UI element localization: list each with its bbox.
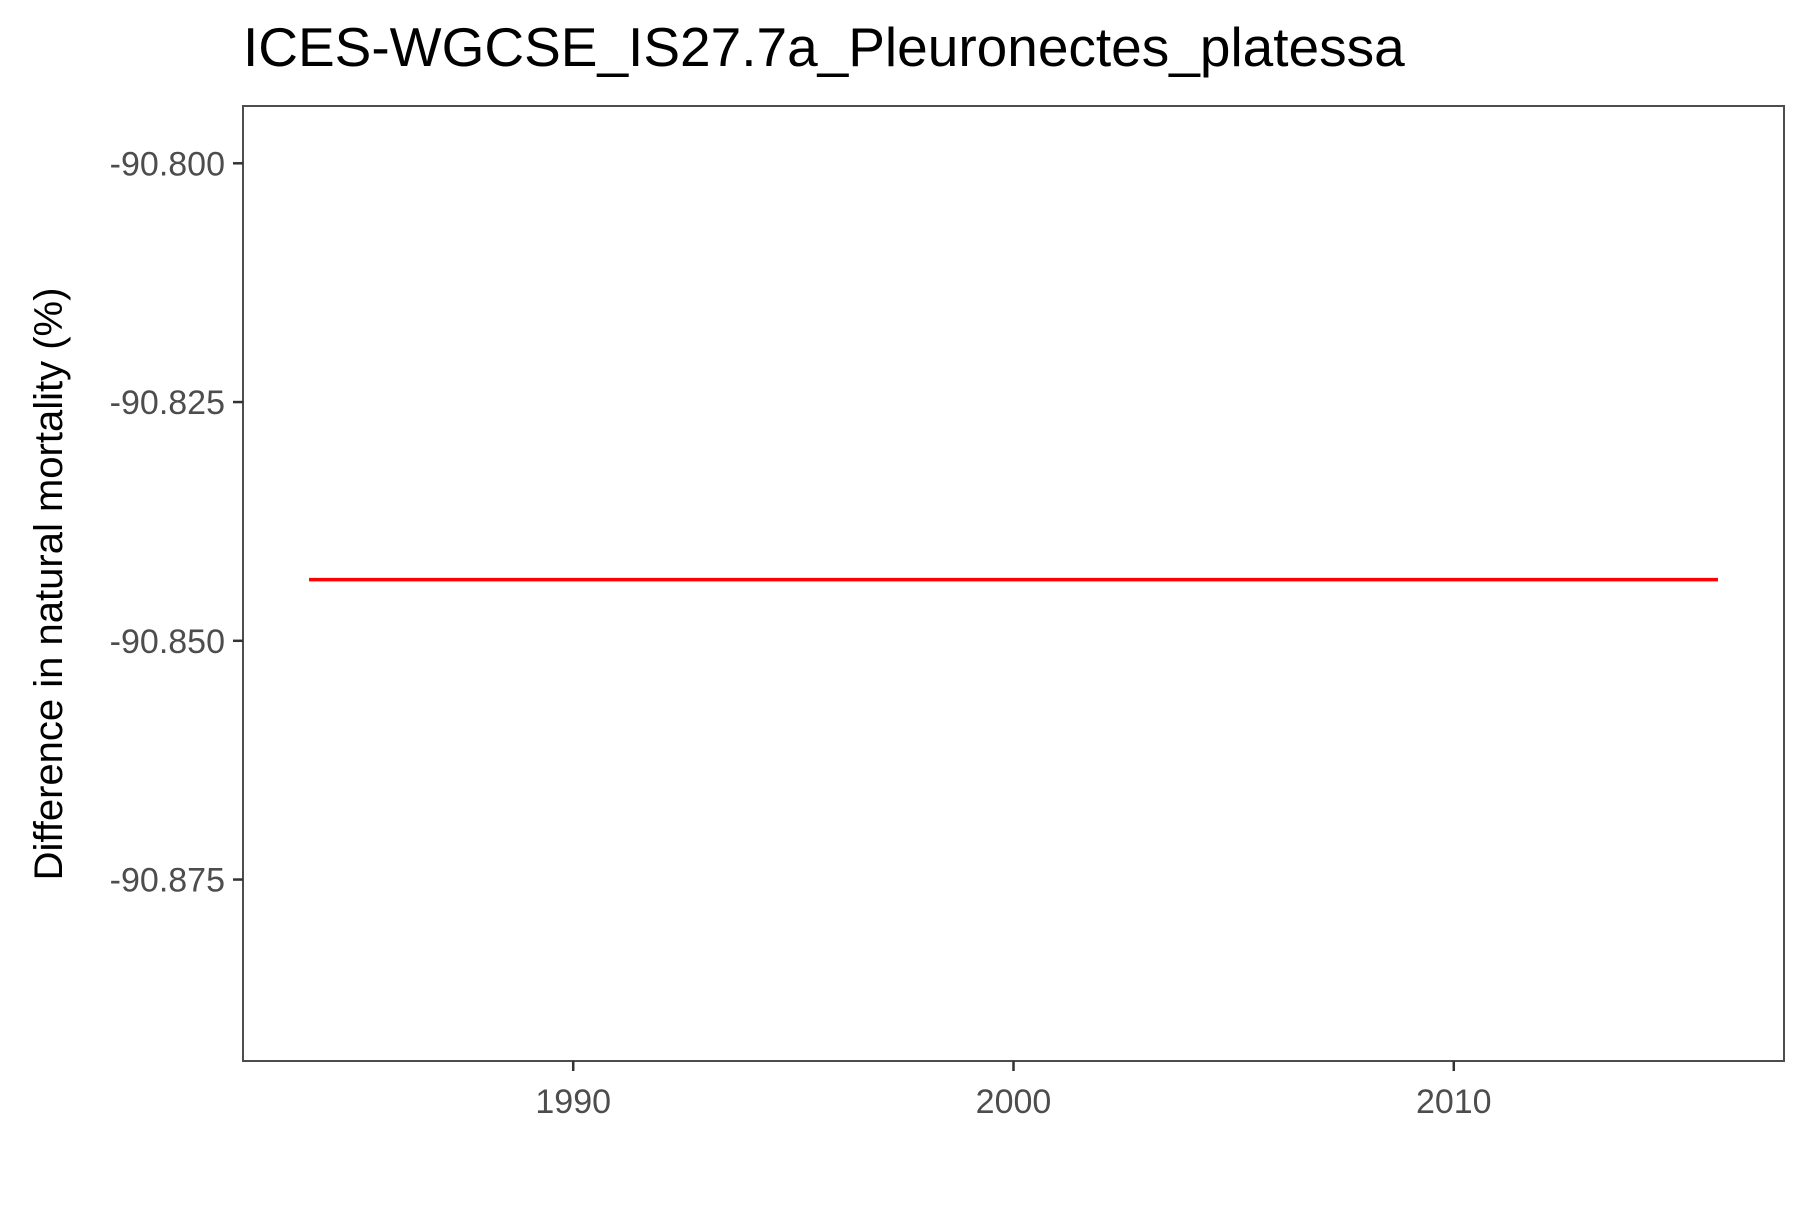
x-tick-label: 2010 [1416, 1083, 1492, 1121]
plot-panel-border [242, 105, 1785, 1062]
x-axis-ticks: 1990 2000 2010 [535, 1061, 1492, 1121]
y-tick-label: -90.800 [110, 145, 225, 183]
y-tick-label: -90.875 [110, 862, 225, 900]
chart-title: ICES-WGCSE_IS27.7a_Pleuronectes_platessa [243, 16, 1405, 78]
y-axis-ticks: -90.800 -90.825 -90.850 -90.875 [110, 145, 243, 900]
x-tick-label: 1990 [535, 1083, 611, 1121]
y-tick-label: -90.850 [110, 623, 225, 661]
y-axis-label: Difference in natural mortality (%) [27, 288, 71, 881]
x-tick-label: 2000 [976, 1083, 1052, 1121]
y-tick-label: -90.825 [110, 384, 225, 422]
